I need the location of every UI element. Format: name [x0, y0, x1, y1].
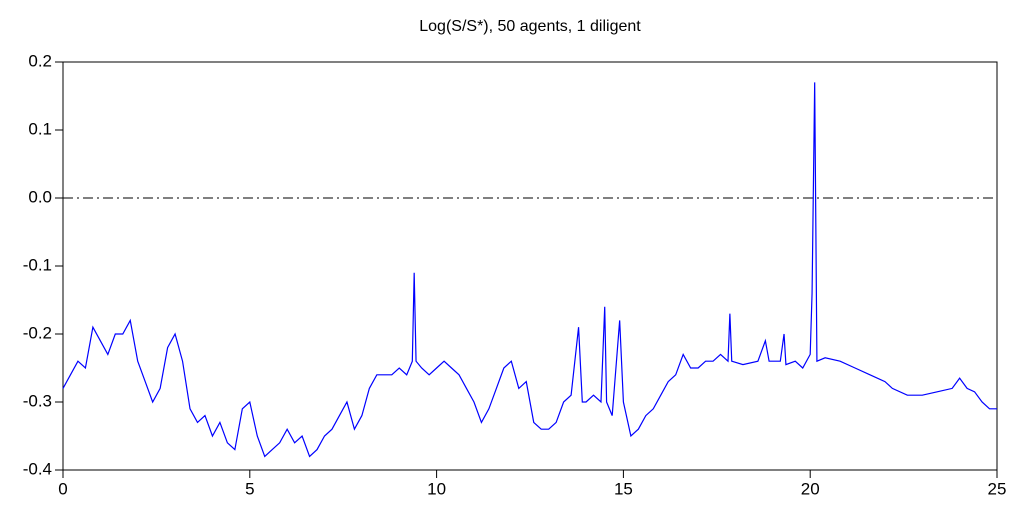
x-tick-label: 10 [427, 479, 446, 498]
data-line [62, 82, 997, 458]
x-tick-label: 5 [245, 479, 254, 498]
y-tick-label: -0.2 [23, 323, 52, 342]
y-tick-label: 0.1 [28, 119, 52, 138]
y-tick-label: -0.4 [23, 459, 52, 478]
chart-title: Log(S/S*), 50 agents, 1 diligent [419, 18, 641, 35]
plot-frame [62, 61, 998, 471]
x-tick-label: 25 [988, 479, 1007, 498]
y-tick-label: 0.0 [28, 187, 52, 206]
x-tick-label: 0 [58, 479, 67, 498]
y-tick-label: -0.1 [23, 255, 52, 274]
x-tick-label: 20 [801, 479, 820, 498]
y-tick-label: -0.3 [23, 391, 52, 410]
y-tick-label: 0.2 [28, 51, 52, 70]
x-tick-label: 15 [614, 479, 633, 498]
